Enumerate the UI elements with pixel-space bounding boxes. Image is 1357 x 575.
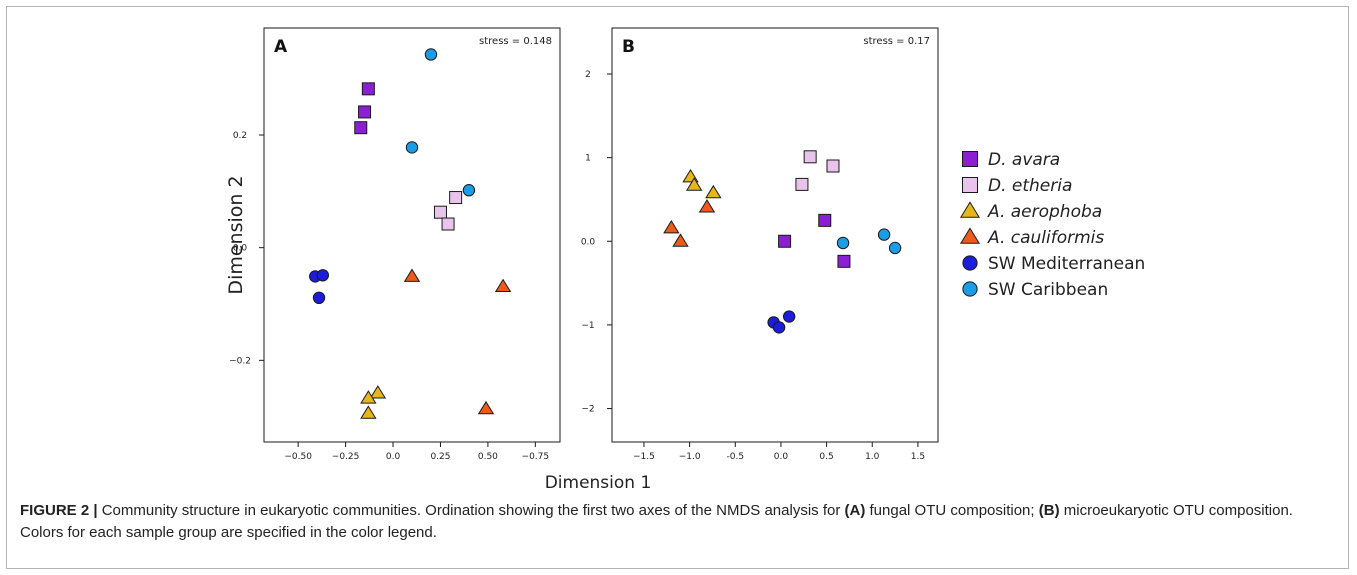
figure-caption: FIGURE 2 | Community structure in eukary… [20,500,1340,544]
panel-a-point-d-avara [354,121,368,135]
legend-label-d-etheria: D. etheria [988,176,1072,196]
panel-b-y-tick-label: 2 [585,70,591,80]
legend-marker-sw-caribbean [962,281,978,297]
panel-b-plot: −1.5 −1.0 -0.5 0.0 0.5 1.0 1.5 −2 −1 0.0 1 2 B stress… [581,27,939,462]
panel-a-y-tick-label: 0.0 [233,244,248,254]
panel-a-y-axis-label: Dimension 2 [225,175,247,294]
panel-b-point-sw-mediterranean [772,321,786,334]
panel-a-x-tick-label: 0.50 [478,452,498,462]
panel-a-x-tick-label: −0.50 [284,452,312,462]
legend-label-d-avara: D. avara [988,150,1060,170]
panel-b-x-tick-label: 1.0 [865,452,880,462]
panel-b-point-sw-mediterranean [782,310,796,323]
panel-a-x-tick-label: −0.25 [332,452,360,462]
legend-marker-a-aerophoba [959,201,981,218]
panel-b-point-a-aerophoba [705,184,722,199]
legend-marker-a-cauliformis [959,227,981,244]
panel-a-point-a-aerophoba [369,385,387,399]
panel-b-x-tick-label: 0.5 [819,452,833,462]
legend-marker-d-avara [962,151,978,167]
panel-b-point-d-etheria [826,159,840,173]
panel-a-point-d-avara [361,82,375,96]
panel-b-point-a-aerophoba [685,177,703,191]
caption-text-1: Community structure in eukaryotic commun… [97,502,845,519]
panel-b-x-tick-label: 1.5 [911,452,925,462]
legend-label-sw-mediterranean: SW Mediterranean [988,254,1145,274]
panel-a-point-d-etheria [433,205,447,219]
panel-b-x-tick-label: −1.5 [633,452,655,462]
caption-figure-label: FIGURE 2 | [20,502,98,519]
panel-b-point-a-cauliformis [663,219,680,234]
panel-a-axes-frame [263,27,561,443]
caption-text-2: fungal OTU composition; [865,502,1039,519]
panel-b-y-tick-label: −1 [581,321,594,331]
panel-a-point-d-avara [358,105,372,119]
panel-a-x-tick-label: −0.75 [522,452,550,462]
panel-b-axes-frame [611,27,939,443]
panel-b-point-d-avara [837,254,851,268]
panel-a-x-tick-label: 0.25 [430,452,450,462]
panel-b-y-tick-label: −2 [581,405,594,415]
panel-b-point-a-cauliformis [698,199,716,213]
panel-b-x-tick-label: −1.0 [679,452,701,462]
legend-label-sw-caribbean: SW Caribbean [988,280,1108,300]
panel-b-point-a-cauliformis [672,233,689,247]
legend-label-a-cauliformis: A. cauliformis [987,228,1104,248]
panel-a-y-tick-label: 0.2 [233,131,247,141]
figure-frame [6,6,1349,569]
panel-b-point-sw-caribbean [836,236,850,250]
panel-a-point-sw-mediterranean [316,269,330,282]
panel-b-x-tick-label: -0.5 [726,452,744,462]
panel-a-point-a-cauliformis [494,278,512,293]
panel-b-y-tick-label: 0.0 [581,237,596,247]
panel-a-point-d-etheria [441,217,455,231]
panel-b-point-d-etheria [803,150,817,164]
panel-a-plot: −0.50 −0.25 0.0 0.25 0.50 −0.75 −0.2 0.0 0.2 A str… [225,27,652,493]
panel-a-stress-annotation: stress = 0.148 [479,36,552,47]
panel-a-point-sw-mediterranean [312,291,326,305]
panel-a-point-sw-caribbean [462,184,476,197]
panel-b-y-tick-label: 1 [585,154,591,164]
legend-label-a-aerophoba: A. aerophoba [987,202,1102,222]
panel-a-x-tick-label: 0.0 [386,452,401,462]
panel-a-point-sw-caribbean [424,48,438,61]
panel-b-point-d-etheria [795,177,809,191]
panel-b-label: B [622,37,635,57]
panel-a-point-a-aerophoba [360,405,377,419]
legend-marker-d-etheria [962,177,978,193]
caption-panel-b: (B) [1038,502,1060,519]
panel-b-point-d-avara [818,213,832,227]
panel-a-point-a-aerophoba [360,390,377,404]
panel-a-point-a-cauliformis [477,400,495,415]
caption-panel-a: (A) [844,502,866,519]
panel-a-x-axis-label: Dimension 1 [545,473,652,493]
legend-marker-sw-mediterranean [962,255,978,271]
panel-a-point-sw-caribbean [405,141,419,154]
panel-b-point-d-avara [778,234,792,248]
panel-b-x-tick-label: 0.0 [774,452,789,462]
panel-b-point-sw-caribbean [888,241,902,255]
panel-a-point-d-etheria [449,191,463,205]
panel-a-label: A [274,37,288,57]
panel-b-stress-annotation: stress = 0.17 [863,36,930,47]
color-legend: D. avara D. etheria A. aerophoba A. caulifo… [959,150,1145,300]
panel-a-y-tick-label: −0.2 [229,356,251,366]
panel-a-point-a-cauliformis [403,268,421,282]
panel-b-point-sw-caribbean [877,228,891,241]
caption-text-3: microeukaryotic OTU composition. Colors … [20,502,1293,541]
